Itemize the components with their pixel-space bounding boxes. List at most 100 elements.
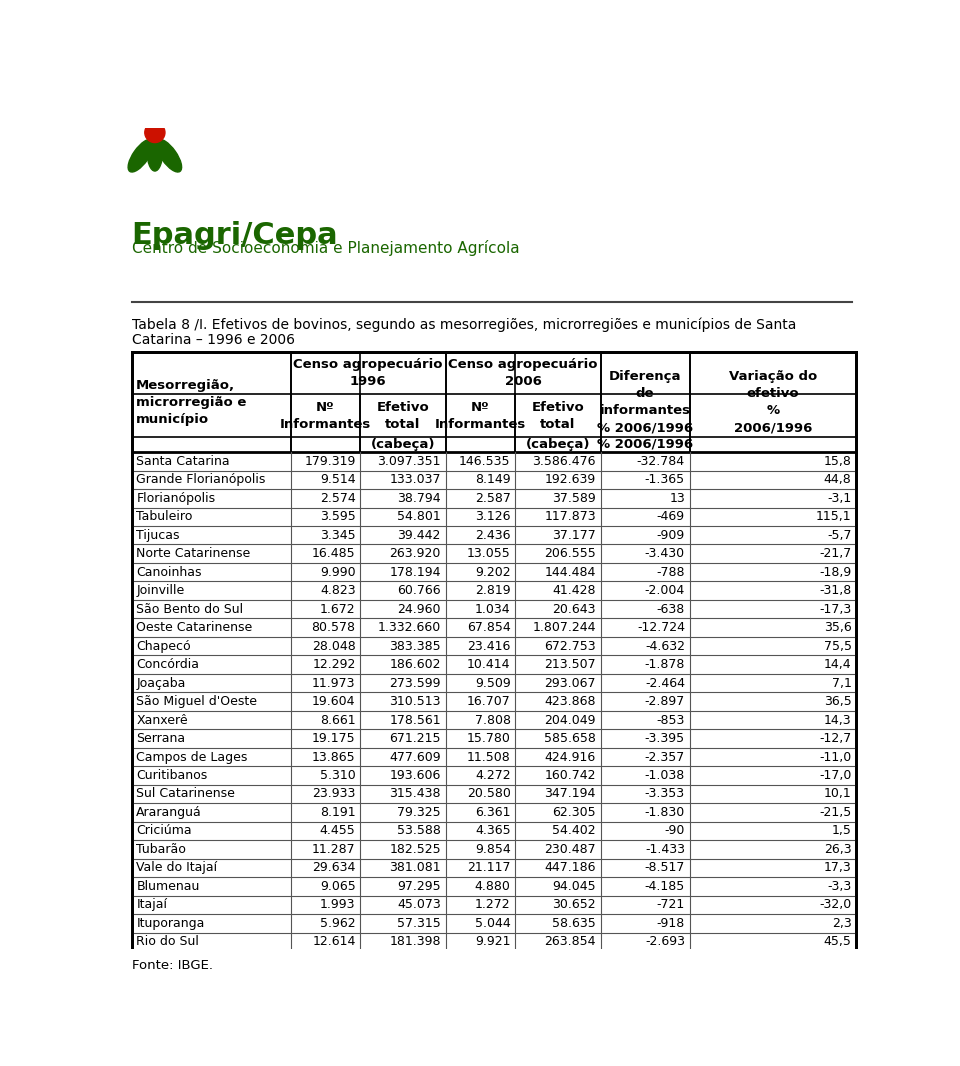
Text: 17,3: 17,3 bbox=[824, 861, 852, 874]
Text: -18,9: -18,9 bbox=[819, 566, 852, 579]
Text: -2.357: -2.357 bbox=[645, 750, 685, 763]
Text: 37.177: 37.177 bbox=[552, 529, 596, 542]
Text: 4.823: 4.823 bbox=[320, 584, 355, 597]
Text: -17,3: -17,3 bbox=[819, 602, 852, 616]
Text: 14,3: 14,3 bbox=[824, 713, 852, 727]
Text: Concórdia: Concórdia bbox=[136, 658, 200, 672]
Text: -32.784: -32.784 bbox=[636, 455, 685, 468]
Text: 58.635: 58.635 bbox=[552, 917, 596, 930]
Text: -5,7: -5,7 bbox=[828, 529, 852, 542]
Text: -853: -853 bbox=[657, 713, 685, 727]
Text: Nº
Informantes: Nº Informantes bbox=[279, 401, 371, 431]
Text: 23.933: 23.933 bbox=[312, 788, 355, 801]
Text: 447.186: 447.186 bbox=[544, 861, 596, 874]
Text: -2.693: -2.693 bbox=[645, 935, 685, 949]
Text: Tijucas: Tijucas bbox=[136, 529, 180, 542]
Text: 94.045: 94.045 bbox=[552, 879, 596, 893]
Text: Fonte: IBGE.: Fonte: IBGE. bbox=[132, 958, 212, 972]
Text: 8.149: 8.149 bbox=[475, 473, 511, 486]
Text: 2.587: 2.587 bbox=[475, 491, 511, 505]
Text: 7.808: 7.808 bbox=[474, 713, 511, 727]
Text: 115,1: 115,1 bbox=[816, 511, 852, 523]
Text: 80.578: 80.578 bbox=[312, 621, 355, 634]
Text: -1.878: -1.878 bbox=[644, 658, 685, 672]
Text: 19.175: 19.175 bbox=[312, 732, 355, 745]
Text: Blumenau: Blumenau bbox=[136, 879, 200, 893]
Text: 2.436: 2.436 bbox=[475, 529, 511, 542]
Text: -638: -638 bbox=[657, 602, 685, 616]
Text: 10.414: 10.414 bbox=[468, 658, 511, 672]
Text: 16.707: 16.707 bbox=[467, 695, 511, 708]
Text: 14,4: 14,4 bbox=[824, 658, 852, 672]
Text: Epagri/Cepa: Epagri/Cepa bbox=[132, 221, 338, 251]
Text: (cabeça): (cabeça) bbox=[526, 438, 590, 451]
Text: 9.990: 9.990 bbox=[320, 566, 355, 579]
Text: -11,0: -11,0 bbox=[819, 750, 852, 763]
Circle shape bbox=[145, 123, 165, 143]
Text: 315.438: 315.438 bbox=[390, 788, 441, 801]
Text: 182.525: 182.525 bbox=[389, 843, 441, 856]
Text: -90: -90 bbox=[664, 824, 685, 838]
Text: -3.353: -3.353 bbox=[645, 788, 685, 801]
Text: 585.658: 585.658 bbox=[544, 732, 596, 745]
Text: 39.442: 39.442 bbox=[397, 529, 441, 542]
Text: 181.398: 181.398 bbox=[390, 935, 441, 949]
Text: -1.830: -1.830 bbox=[645, 806, 685, 819]
Text: -4.185: -4.185 bbox=[645, 879, 685, 893]
Text: 79.325: 79.325 bbox=[397, 806, 441, 819]
Text: -17,0: -17,0 bbox=[819, 769, 852, 782]
Text: 41.428: 41.428 bbox=[552, 584, 596, 597]
Text: Canoinhas: Canoinhas bbox=[136, 566, 202, 579]
Text: -3,3: -3,3 bbox=[828, 879, 852, 893]
Text: Efetivo
total: Efetivo total bbox=[532, 401, 585, 431]
Text: 60.766: 60.766 bbox=[397, 584, 441, 597]
Text: -21,5: -21,5 bbox=[819, 806, 852, 819]
Text: 8.661: 8.661 bbox=[320, 713, 355, 727]
Text: 11.287: 11.287 bbox=[312, 843, 355, 856]
Text: 44,8: 44,8 bbox=[824, 473, 852, 486]
Text: 1.807.244: 1.807.244 bbox=[533, 621, 596, 634]
Text: Variação do
efetivo
%
2006/1996: Variação do efetivo % 2006/1996 bbox=[729, 370, 817, 434]
Text: 1.034: 1.034 bbox=[475, 602, 511, 616]
Text: 192.639: 192.639 bbox=[544, 473, 596, 486]
Text: 230.487: 230.487 bbox=[544, 843, 596, 856]
Text: 15,8: 15,8 bbox=[824, 455, 852, 468]
Text: 20.643: 20.643 bbox=[552, 602, 596, 616]
Text: 3.126: 3.126 bbox=[475, 511, 511, 523]
Text: 5.044: 5.044 bbox=[475, 917, 511, 930]
Text: 273.599: 273.599 bbox=[390, 677, 441, 690]
Text: 310.513: 310.513 bbox=[390, 695, 441, 708]
Text: 35,6: 35,6 bbox=[824, 621, 852, 634]
Text: Joinville: Joinville bbox=[136, 584, 184, 597]
Text: Chapecó: Chapecó bbox=[136, 640, 191, 652]
Text: Criciúma: Criciúma bbox=[136, 824, 192, 838]
Text: 29.634: 29.634 bbox=[312, 861, 355, 874]
Text: 2,3: 2,3 bbox=[832, 917, 852, 930]
Text: 11.508: 11.508 bbox=[467, 750, 511, 763]
Text: Tabuleiro: Tabuleiro bbox=[136, 511, 193, 523]
Text: -2.464: -2.464 bbox=[645, 677, 685, 690]
Text: Catarina – 1996 e 2006: Catarina – 1996 e 2006 bbox=[132, 333, 295, 346]
Text: 30.652: 30.652 bbox=[552, 899, 596, 911]
Text: 1.993: 1.993 bbox=[320, 899, 355, 911]
Text: 54.402: 54.402 bbox=[552, 824, 596, 838]
Text: Vale do Itajaí: Vale do Itajaí bbox=[136, 861, 217, 874]
Text: 23.416: 23.416 bbox=[468, 640, 511, 652]
Text: -1.433: -1.433 bbox=[645, 843, 685, 856]
Text: Centro de Socioeconomia e Planejamento Agrícola: Centro de Socioeconomia e Planejamento A… bbox=[132, 240, 519, 256]
Text: -3,1: -3,1 bbox=[828, 491, 852, 505]
Text: 4.880: 4.880 bbox=[475, 879, 511, 893]
Text: Itajaí: Itajaí bbox=[136, 899, 167, 911]
Text: 9.921: 9.921 bbox=[475, 935, 511, 949]
Text: 1.332.660: 1.332.660 bbox=[377, 621, 441, 634]
Text: Santa Catarina: Santa Catarina bbox=[136, 455, 229, 468]
Ellipse shape bbox=[147, 132, 162, 171]
Text: Campos de Lages: Campos de Lages bbox=[136, 750, 248, 763]
Text: -12.724: -12.724 bbox=[637, 621, 685, 634]
Text: 67.854: 67.854 bbox=[467, 621, 511, 634]
Text: 4.455: 4.455 bbox=[320, 824, 355, 838]
Ellipse shape bbox=[128, 140, 154, 172]
Text: Curitibanos: Curitibanos bbox=[136, 769, 207, 782]
Text: 37.589: 37.589 bbox=[552, 491, 596, 505]
Text: 1,5: 1,5 bbox=[831, 824, 852, 838]
